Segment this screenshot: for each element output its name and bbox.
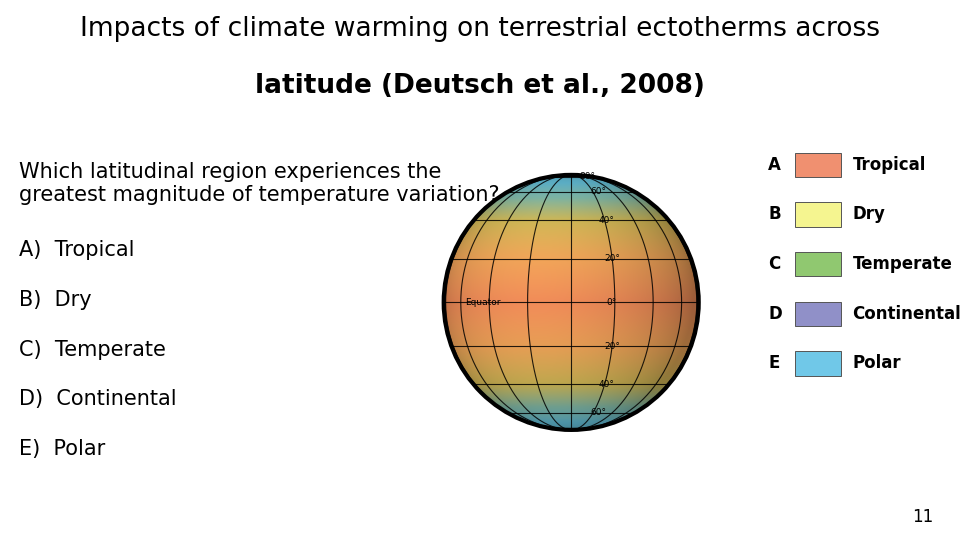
Text: Polar: Polar	[852, 354, 901, 373]
Text: 60°: 60°	[590, 187, 607, 197]
Text: 80°: 80°	[580, 172, 595, 181]
Text: 20°: 20°	[605, 341, 620, 350]
Text: B)  Dry: B) Dry	[19, 290, 92, 310]
Text: Impacts of climate warming on terrestrial ectotherms across: Impacts of climate warming on terrestria…	[80, 16, 880, 42]
Text: D)  Continental: D) Continental	[19, 389, 177, 409]
Text: Continental: Continental	[852, 305, 960, 323]
FancyBboxPatch shape	[795, 352, 841, 376]
Text: 20°: 20°	[605, 254, 620, 264]
Text: 0°: 0°	[607, 298, 617, 307]
FancyBboxPatch shape	[795, 152, 841, 177]
Text: Which latitudinal region experiences the
greatest magnitude of temperature varia: Which latitudinal region experiences the…	[19, 162, 500, 205]
Text: Equator: Equator	[466, 298, 501, 307]
Text: Tropical: Tropical	[852, 156, 925, 174]
Text: B: B	[768, 205, 780, 224]
Text: C)  Temperate: C) Temperate	[19, 340, 166, 360]
Text: A: A	[768, 156, 780, 174]
Text: 40°: 40°	[599, 380, 615, 389]
Text: C: C	[768, 255, 780, 273]
Text: 60°: 60°	[590, 408, 607, 417]
Text: E: E	[768, 354, 780, 373]
FancyBboxPatch shape	[795, 302, 841, 326]
FancyBboxPatch shape	[795, 202, 841, 226]
FancyBboxPatch shape	[795, 252, 841, 276]
Text: E)  Polar: E) Polar	[19, 439, 106, 459]
Text: 11: 11	[912, 509, 933, 526]
Text: A)  Tropical: A) Tropical	[19, 240, 134, 260]
Text: 40°: 40°	[599, 216, 615, 225]
Text: Dry: Dry	[852, 205, 885, 224]
Text: Temperate: Temperate	[852, 255, 952, 273]
Text: D: D	[768, 305, 781, 323]
Text: latitude (Deutsch et al., 2008): latitude (Deutsch et al., 2008)	[255, 73, 705, 99]
